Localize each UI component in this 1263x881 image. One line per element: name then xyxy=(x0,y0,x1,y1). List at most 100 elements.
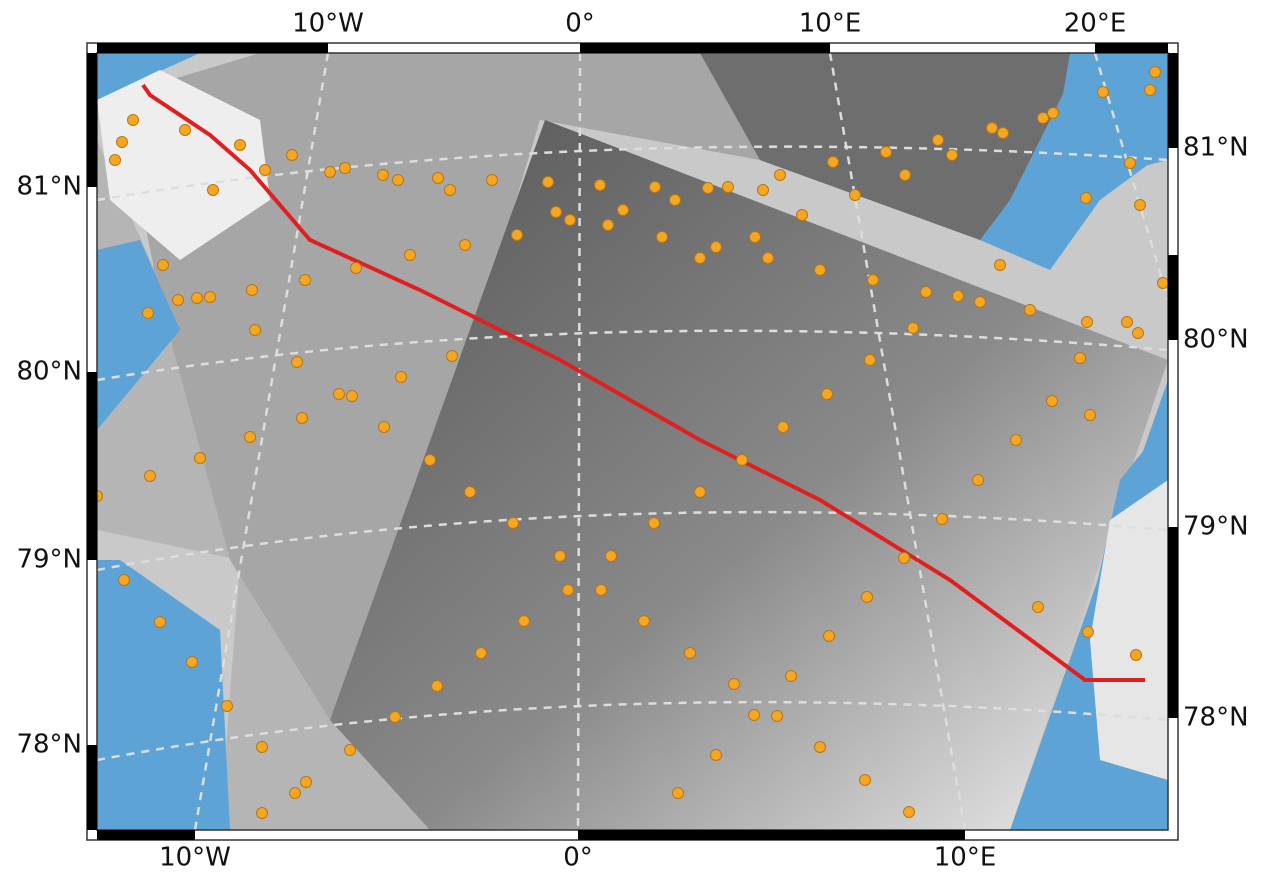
station-dot xyxy=(778,422,789,433)
border-bar xyxy=(580,43,830,53)
left-label: 79°N xyxy=(16,545,82,575)
station-dot xyxy=(975,297,986,308)
station-dot xyxy=(351,263,362,274)
station-dot xyxy=(685,648,696,659)
station-dot xyxy=(565,215,576,226)
station-dot xyxy=(657,232,668,243)
top-label: 0° xyxy=(565,9,595,39)
right-label: 80°N xyxy=(1183,325,1249,355)
station-dot xyxy=(257,808,268,819)
station-dot xyxy=(711,750,722,761)
station-dot xyxy=(603,220,614,231)
station-dot xyxy=(1025,305,1036,316)
station-dot xyxy=(235,140,246,151)
station-dot xyxy=(257,742,268,753)
station-dot xyxy=(650,182,661,193)
station-dot xyxy=(815,742,826,753)
station-dot xyxy=(334,389,345,400)
station-dot xyxy=(595,180,606,191)
station-dot xyxy=(703,183,714,194)
station-dot xyxy=(465,487,476,498)
station-dot xyxy=(1047,396,1058,407)
station-dot xyxy=(347,391,358,402)
station-dot xyxy=(1081,193,1092,204)
station-dot xyxy=(393,175,404,186)
station-dot xyxy=(287,150,298,161)
station-dot xyxy=(868,275,879,286)
station-dot xyxy=(445,185,456,196)
station-dot xyxy=(828,157,839,168)
station-dot xyxy=(1131,650,1142,661)
station-dot xyxy=(425,455,436,466)
station-dot xyxy=(512,230,523,241)
station-dot xyxy=(995,260,1006,271)
bottom-label: 10°E xyxy=(934,843,997,873)
station-dot xyxy=(119,575,130,586)
station-dot xyxy=(749,710,760,721)
station-dot xyxy=(953,291,964,302)
station-dot xyxy=(1085,410,1096,421)
right-label: 81°N xyxy=(1183,133,1249,163)
station-dot xyxy=(921,287,932,298)
station-dot xyxy=(1082,317,1093,328)
station-dot xyxy=(563,585,574,596)
station-dot xyxy=(786,671,797,682)
station-dot xyxy=(143,308,154,319)
map-figure: 10°W 0° 10°E 20°E 10°W 0° 10°E 81°N 80°N… xyxy=(0,0,1263,877)
top-label: 20°E xyxy=(1064,9,1127,39)
border-bar xyxy=(578,830,965,840)
station-dot xyxy=(1098,87,1109,98)
station-dot xyxy=(775,170,786,181)
station-dot xyxy=(1075,353,1086,364)
station-dot xyxy=(379,422,390,433)
station-dot xyxy=(187,657,198,668)
station-dot xyxy=(1135,200,1146,211)
top-label: 10°W xyxy=(292,9,364,39)
station-dot xyxy=(695,487,706,498)
station-dot xyxy=(405,250,416,261)
station-dot xyxy=(758,185,769,196)
border-bar xyxy=(97,43,328,53)
station-dot xyxy=(145,471,156,482)
station-dot xyxy=(396,372,407,383)
station-dot xyxy=(128,115,139,126)
station-dot xyxy=(865,355,876,366)
station-dot xyxy=(555,551,566,562)
station-dot xyxy=(695,253,706,264)
station-dot xyxy=(290,788,301,799)
right-label: 78°N xyxy=(1183,703,1249,733)
station-dot xyxy=(900,170,911,181)
station-dot xyxy=(937,514,948,525)
station-dot xyxy=(947,150,958,161)
station-dot xyxy=(378,170,389,181)
station-dot xyxy=(998,128,1009,139)
left-label: 81°N xyxy=(16,172,82,202)
station-dot xyxy=(433,173,444,184)
bottom-label: 0° xyxy=(563,843,593,873)
station-dot xyxy=(1011,435,1022,446)
station-dot xyxy=(763,253,774,264)
station-dot xyxy=(673,788,684,799)
station-dot xyxy=(208,185,219,196)
station-dot xyxy=(476,648,487,659)
border-bar xyxy=(1095,43,1168,53)
station-dot xyxy=(301,777,312,788)
station-dot xyxy=(192,293,203,304)
top-label: 10°E xyxy=(799,9,862,39)
station-dot xyxy=(850,190,861,201)
station-dot xyxy=(670,195,681,206)
station-dot xyxy=(723,182,734,193)
station-dot xyxy=(487,175,498,186)
station-dot xyxy=(1145,85,1156,96)
station-dot xyxy=(1133,328,1144,339)
station-dot xyxy=(711,242,722,253)
station-dot xyxy=(822,389,833,400)
station-dot xyxy=(345,745,356,756)
station-dot xyxy=(987,123,998,134)
station-dot xyxy=(250,325,261,336)
bottom-label: 10°W xyxy=(159,843,231,873)
station-dot xyxy=(173,295,184,306)
station-dot xyxy=(110,155,121,166)
station-dot xyxy=(195,453,206,464)
station-dot xyxy=(815,265,826,276)
